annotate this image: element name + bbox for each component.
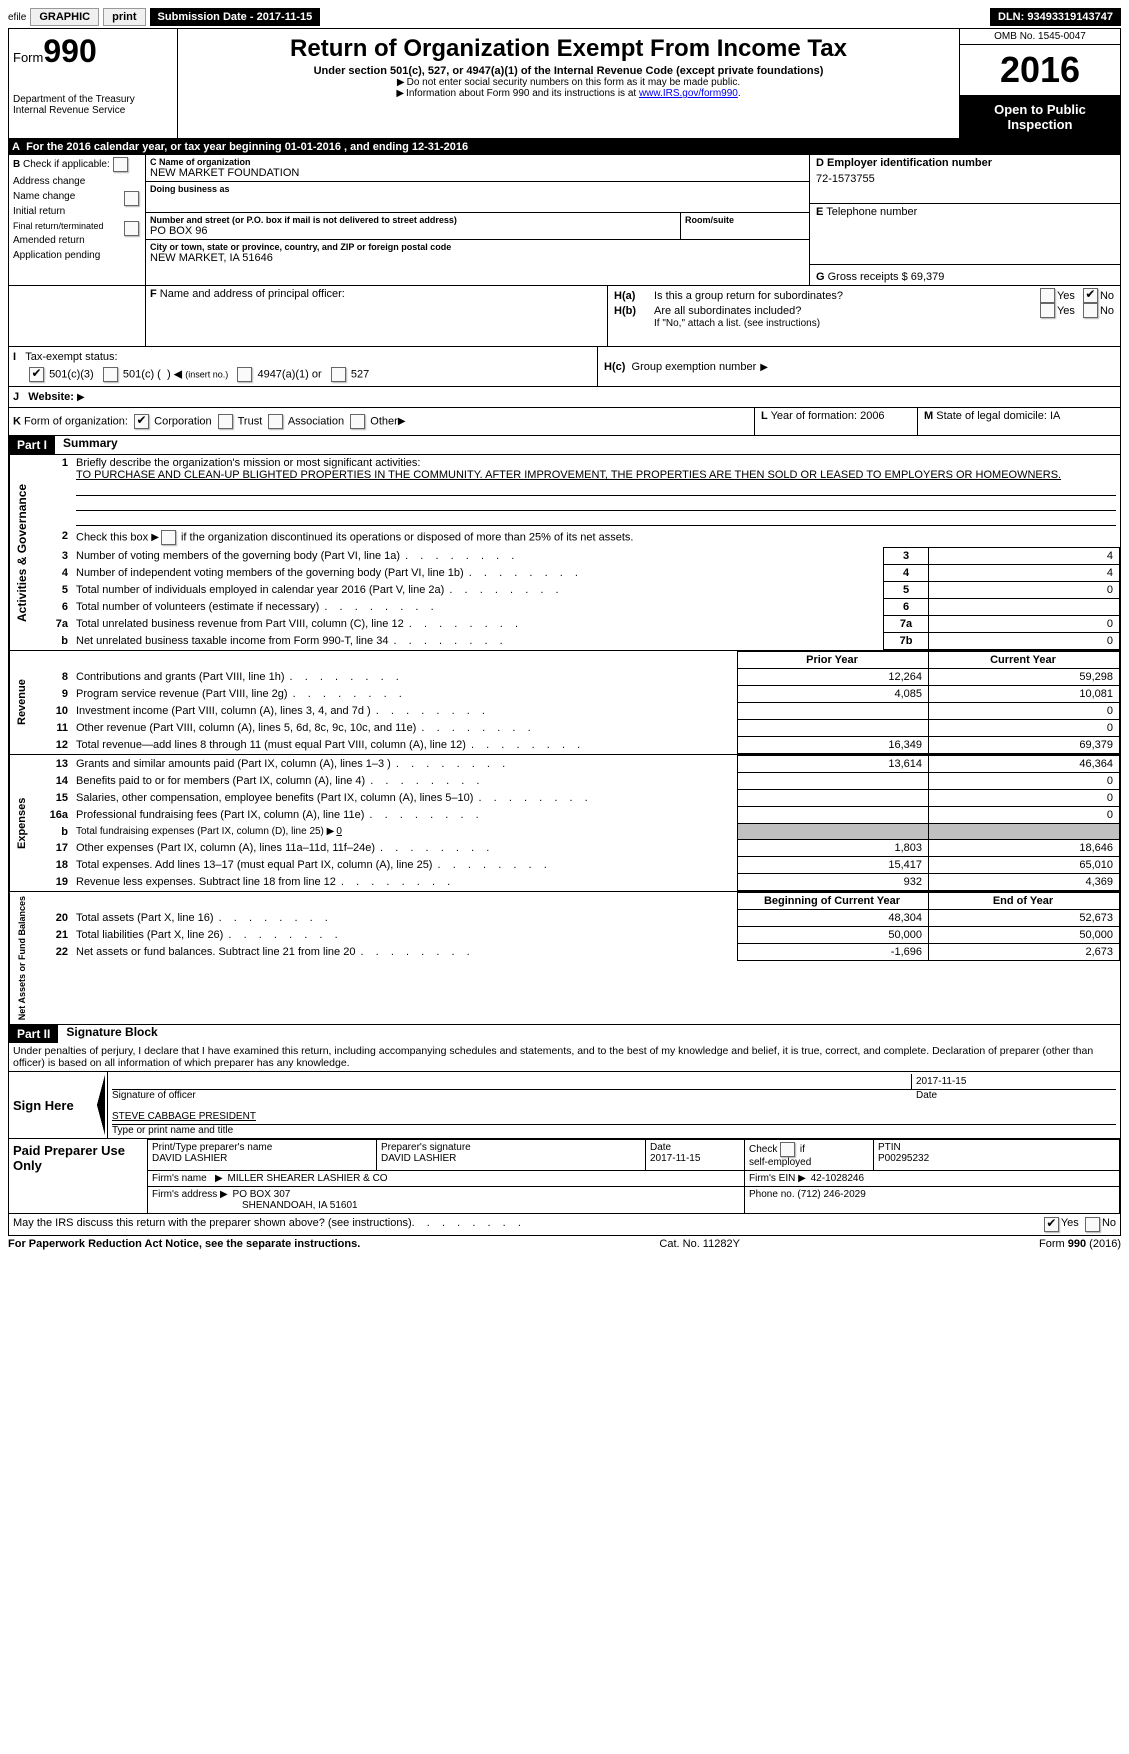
other-checkbox[interactable]	[350, 414, 365, 429]
open-public-badge: Open to Public Inspection	[960, 96, 1120, 138]
vlab-net: Net Assets or Fund Balances	[9, 892, 34, 1024]
gross-receipts: 69,379	[911, 271, 945, 283]
org-name: NEW MARKET FOUNDATION	[150, 167, 805, 179]
arrow-icon	[97, 1075, 105, 1135]
vlab-revenue: Revenue	[9, 651, 34, 754]
efile-graphic-button[interactable]: GRAPHIC	[30, 8, 99, 26]
form-number: 990	[43, 33, 96, 69]
name-change-checkbox[interactable]	[124, 191, 139, 206]
efile-prefix: efile	[8, 12, 26, 23]
part1-header: Part I	[9, 436, 55, 454]
form-title: Return of Organization Exempt From Incom…	[186, 35, 951, 63]
subs-no[interactable]	[1083, 303, 1098, 318]
self-employed-checkbox[interactable]	[780, 1142, 795, 1157]
discontinued-checkbox[interactable]	[161, 530, 176, 545]
address-change-checkbox[interactable]	[113, 157, 128, 172]
group-return-no[interactable]	[1083, 288, 1098, 303]
501c3-checkbox[interactable]	[29, 367, 44, 382]
dln-bar: DLN: 93493319143747	[990, 8, 1121, 26]
ein: 72-1573755	[816, 173, 1114, 185]
4947-checkbox[interactable]	[237, 367, 252, 382]
submission-date-bar: Submission Date - 2017-11-15	[150, 8, 321, 26]
trust-checkbox[interactable]	[218, 414, 233, 429]
vlab-expenses: Expenses	[9, 755, 34, 891]
final-return-checkbox[interactable]	[124, 221, 139, 236]
vlab-activities: Activities & Governance	[9, 455, 34, 650]
paid-preparer-block: Paid Preparer Use Only Print/Type prepar…	[8, 1139, 1121, 1214]
omb-number: OMB No. 1545-0047	[960, 29, 1120, 45]
501c-checkbox[interactable]	[103, 367, 118, 382]
footer: For Paperwork Reduction Act Notice, see …	[8, 1236, 1121, 1250]
irs-link[interactable]: www.IRS.gov/form990	[639, 88, 738, 99]
box-a: A For the 2016 calendar year, or tax yea…	[8, 139, 1121, 155]
form-header: Form990 Department of the Treasury Inter…	[8, 28, 1121, 139]
corp-checkbox[interactable]	[134, 414, 149, 429]
sign-here-block: Sign Here 2017-11-15 Signature of office…	[8, 1072, 1121, 1139]
part2-header: Part II	[9, 1025, 58, 1043]
print-button[interactable]: print	[103, 8, 145, 26]
toolbar: efile GRAPHIC print Submission Date - 20…	[8, 8, 1121, 26]
entity-info-row: B Check if applicable: Address change Na…	[8, 155, 1121, 285]
perjury-text: Under penalties of perjury, I declare th…	[8, 1043, 1121, 1072]
officer-name: STEVE CABBAGE PRESIDENT	[112, 1109, 1116, 1125]
assoc-checkbox[interactable]	[268, 414, 283, 429]
group-return-yes[interactable]	[1040, 288, 1055, 303]
tax-year: 2016	[960, 45, 1120, 96]
527-checkbox[interactable]	[331, 367, 346, 382]
subs-yes[interactable]	[1040, 303, 1055, 318]
discuss-yes[interactable]	[1044, 1217, 1059, 1232]
discuss-no[interactable]	[1085, 1217, 1100, 1232]
mission: TO PURCHASE AND CLEAN-UP BLIGHTED PROPER…	[76, 469, 1061, 481]
